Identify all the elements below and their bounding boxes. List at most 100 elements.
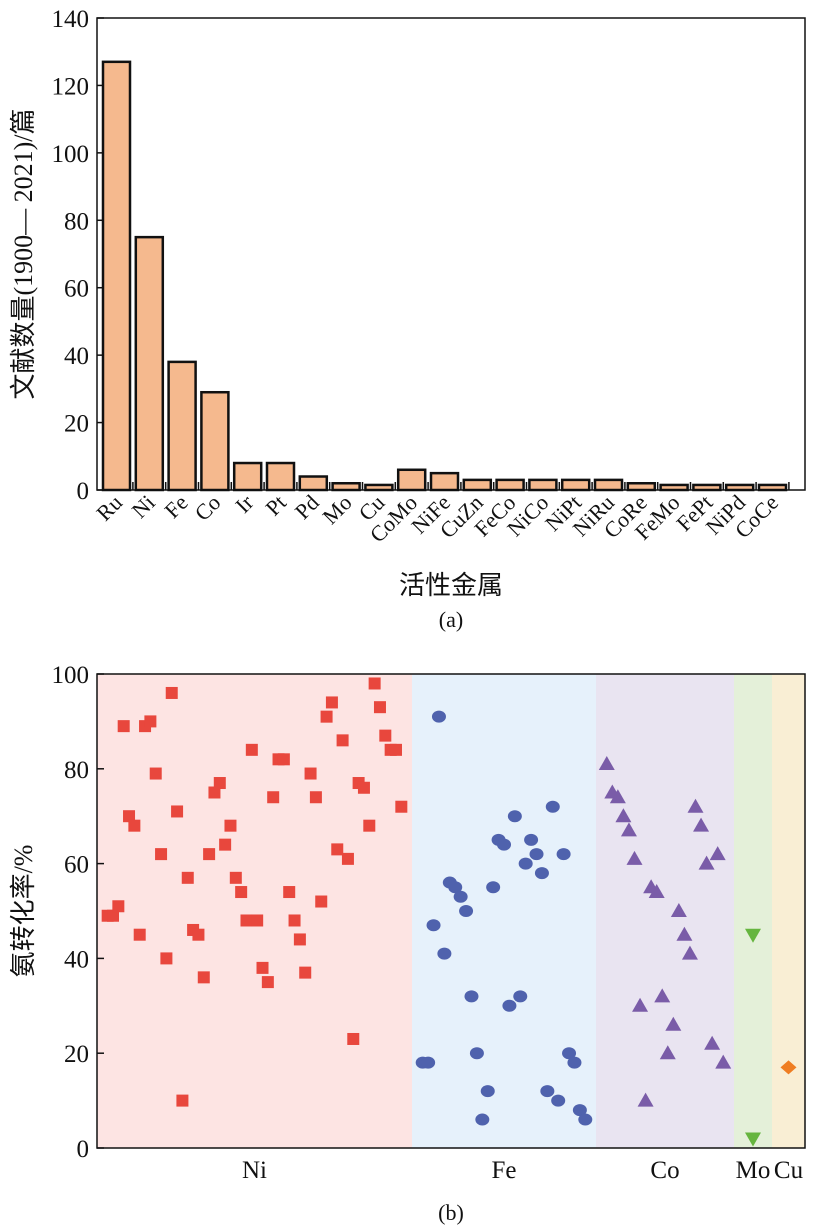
data-point-fe bbox=[459, 905, 474, 917]
data-point-fe bbox=[507, 810, 522, 823]
group-region-cu bbox=[772, 674, 805, 1148]
data-point-ni bbox=[373, 701, 386, 714]
y-tick-label: 0 bbox=[77, 478, 90, 505]
x-axis-label: 活性金属 bbox=[399, 571, 503, 600]
data-point-fe bbox=[529, 848, 544, 861]
data-point-ni bbox=[128, 819, 141, 832]
bar bbox=[232, 461, 263, 492]
data-point-co bbox=[665, 1016, 682, 1031]
y-tick-label: 20 bbox=[64, 1041, 89, 1068]
data-point-ni bbox=[208, 786, 221, 799]
data-point-fe bbox=[513, 990, 528, 1003]
bar bbox=[757, 483, 788, 492]
data-point-ni bbox=[320, 710, 333, 723]
data-point-ni bbox=[219, 838, 232, 851]
y-axis-ticks: 0 20 40 60 80 100 120 140 bbox=[52, 6, 104, 505]
bar bbox=[528, 478, 558, 492]
y-tick-label: 40 bbox=[64, 343, 89, 370]
y-tick-label: 120 bbox=[52, 73, 90, 100]
data-point-ni bbox=[192, 928, 205, 941]
data-point-ni bbox=[341, 852, 354, 865]
data-point-cu bbox=[780, 1060, 797, 1075]
panel-label-b: (b) bbox=[438, 1200, 464, 1225]
y-axis-label: 氨转化率/% bbox=[9, 845, 38, 978]
data-point-ni bbox=[245, 743, 258, 756]
data-point-co bbox=[637, 1092, 654, 1107]
x-tick-label: Ni bbox=[127, 490, 160, 523]
data-point-ni bbox=[224, 819, 237, 832]
y-tick-label: 100 bbox=[52, 141, 90, 168]
scatter-chart-panel: 0 20 40 60 80 100 Ni Fe Co Mo Cu 氨转化率/% (b) bbox=[9, 662, 806, 1225]
data-point-ni bbox=[283, 886, 296, 899]
bar bbox=[429, 471, 460, 492]
group-label-mo: Mo bbox=[736, 1157, 771, 1184]
data-point-fe bbox=[518, 857, 533, 870]
data-point-fe bbox=[437, 947, 452, 960]
data-point-ni bbox=[117, 720, 130, 733]
data-point-ni bbox=[267, 791, 280, 804]
y-tick-label: 60 bbox=[64, 852, 89, 879]
bar bbox=[200, 390, 230, 492]
data-point-ni bbox=[251, 914, 264, 927]
data-point-co bbox=[659, 1045, 676, 1060]
data-point-ni bbox=[315, 895, 328, 908]
data-point-fe bbox=[578, 1113, 593, 1126]
group-backgrounds bbox=[97, 674, 805, 1148]
group-label-cu: Cu bbox=[774, 1157, 804, 1184]
data-point-fe bbox=[497, 838, 511, 851]
data-point-co bbox=[654, 988, 671, 1003]
data-point-fe bbox=[475, 1113, 490, 1126]
y-tick-label: 100 bbox=[52, 662, 90, 689]
data-point-ni bbox=[197, 971, 210, 984]
data-point-fe bbox=[540, 1085, 555, 1098]
data-point-co bbox=[626, 850, 643, 865]
group-label-fe: Fe bbox=[492, 1157, 517, 1184]
group-labels: Ni Fe Co Mo Cu bbox=[242, 1157, 804, 1184]
data-point-co bbox=[615, 808, 632, 823]
data-point-ni bbox=[229, 871, 242, 884]
group-region-mo bbox=[734, 674, 772, 1148]
data-point-ni bbox=[133, 928, 146, 941]
data-point-co bbox=[693, 817, 710, 832]
data-point-ni bbox=[347, 1032, 360, 1045]
data-point-ni bbox=[379, 729, 392, 742]
data-point-ni bbox=[203, 848, 216, 861]
data-point-co bbox=[676, 926, 693, 941]
bar bbox=[560, 478, 591, 492]
bar bbox=[593, 478, 624, 492]
data-point-fe bbox=[567, 1056, 582, 1069]
data-point-co bbox=[709, 846, 726, 861]
data-point-fe bbox=[464, 990, 479, 1003]
data-point-fe bbox=[453, 890, 468, 903]
y-tick-label: 140 bbox=[52, 6, 90, 33]
bar bbox=[298, 475, 329, 492]
data-point-ni bbox=[123, 810, 136, 823]
data-point-fe bbox=[480, 1085, 495, 1098]
data-point-co bbox=[670, 903, 687, 917]
data-point-ni bbox=[277, 753, 290, 766]
data-point-fe bbox=[572, 1104, 587, 1117]
bar bbox=[265, 461, 296, 492]
data-point-ni bbox=[160, 952, 173, 965]
group-label-co: Co bbox=[650, 1157, 679, 1184]
data-point-ni bbox=[389, 743, 402, 756]
data-point-co bbox=[687, 798, 704, 813]
x-tick-label: Pd bbox=[290, 490, 324, 524]
data-point-fe bbox=[556, 848, 571, 861]
data-point-fe bbox=[431, 710, 446, 723]
data-point-fe bbox=[421, 1056, 436, 1069]
data-point-co bbox=[715, 1054, 732, 1069]
data-point-ni bbox=[261, 976, 274, 989]
data-point-fe bbox=[545, 800, 560, 813]
data-point-co bbox=[632, 997, 649, 1012]
data-point-mo bbox=[745, 1132, 761, 1147]
data-point-co bbox=[698, 855, 715, 870]
data-point-ni bbox=[309, 791, 322, 804]
group-region-co bbox=[596, 674, 734, 1148]
y-tick-label: 0 bbox=[77, 1136, 90, 1163]
data-point-ni bbox=[107, 909, 120, 922]
data-point-co bbox=[704, 1035, 721, 1050]
data-point-ni bbox=[155, 848, 168, 861]
